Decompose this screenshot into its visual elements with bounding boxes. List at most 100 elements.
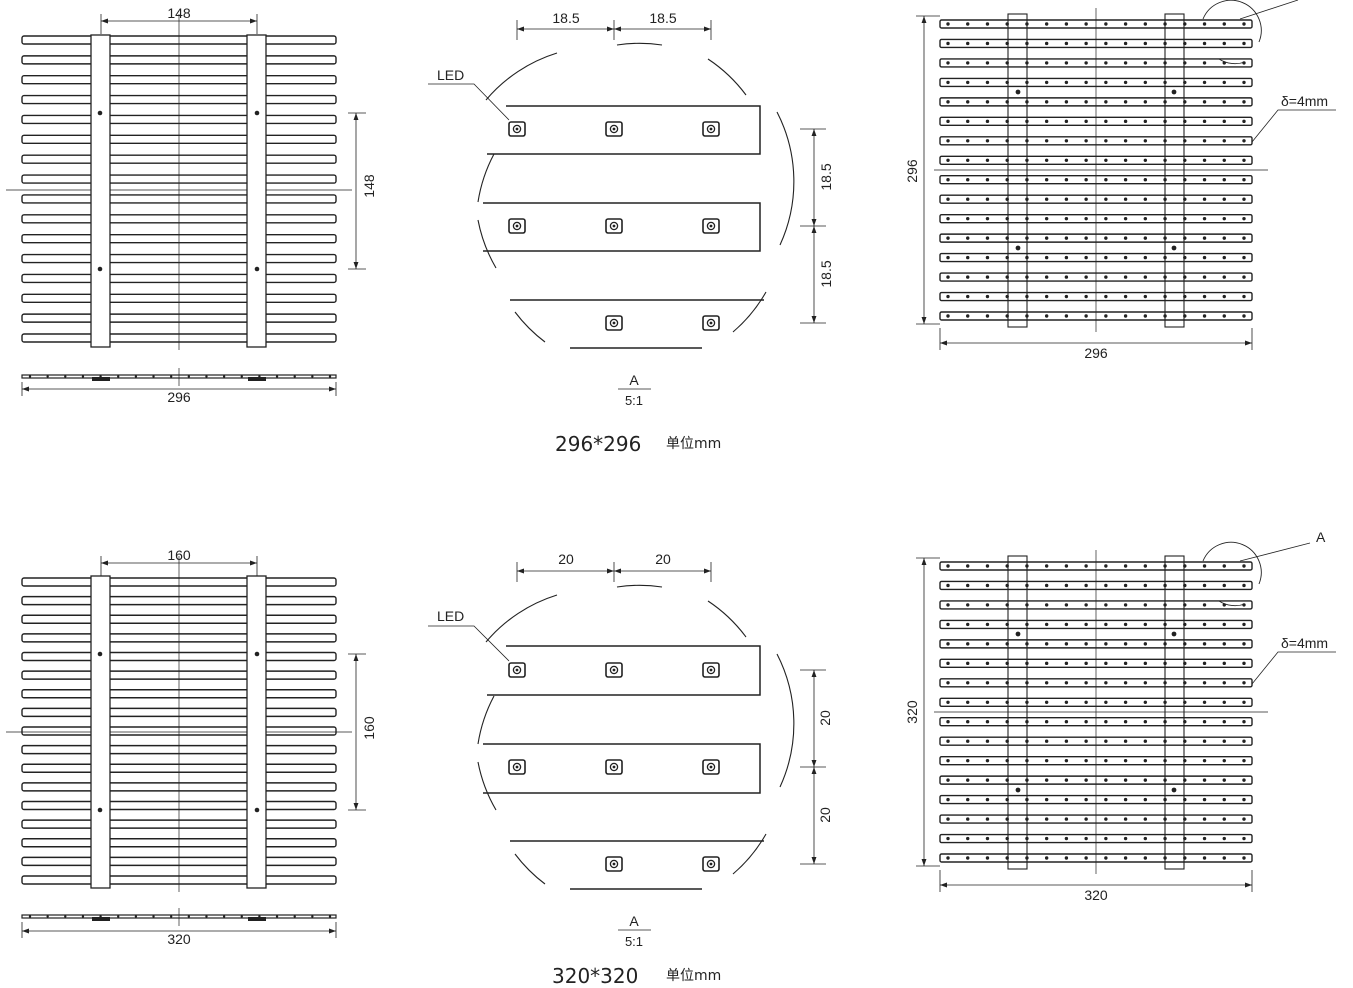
led-dot [1202, 681, 1207, 685]
led-dot [1064, 778, 1069, 782]
led-dot [985, 22, 990, 26]
led-dot [946, 758, 950, 763]
led-dot [946, 119, 950, 124]
side-bracket [248, 917, 266, 921]
back-view: A δ=4mm 320 320 [904, 529, 1336, 903]
led-dot [1202, 700, 1207, 704]
led-dot [966, 681, 970, 685]
led-dot [1104, 178, 1108, 182]
led-dot [1084, 856, 1088, 860]
led-dot [1143, 564, 1148, 568]
led-dot [1123, 197, 1128, 201]
led-dot [966, 216, 970, 221]
led-dot [1123, 314, 1128, 318]
led-dot [946, 836, 950, 841]
led-dot [946, 681, 950, 685]
strip-outline [483, 743, 761, 794]
led-dot [966, 61, 970, 65]
led-dot [1064, 758, 1069, 763]
led-dot [985, 100, 990, 104]
led-dot [985, 41, 990, 46]
detail-circle-arc [485, 52, 558, 101]
led-dot [985, 158, 990, 162]
led-dot [1202, 797, 1207, 802]
side-bracket [248, 377, 266, 381]
led-dot [1123, 294, 1128, 299]
led-dot [1202, 139, 1207, 143]
bracket-spacing-label: 160 [167, 547, 191, 563]
pitch-y-label: 18.5 [818, 163, 834, 190]
mount-hole [1171, 631, 1177, 637]
led-dot [1064, 314, 1069, 318]
bracket-outline [1007, 555, 1028, 870]
led-dot [1222, 564, 1226, 568]
pitch-y-label: 20 [817, 710, 833, 726]
led-dot [1242, 642, 1246, 646]
led-dot [1242, 700, 1246, 704]
led-dot [1044, 720, 1049, 724]
led-dot [985, 583, 990, 588]
mount-hole [97, 266, 103, 272]
led-dot [1104, 856, 1108, 860]
led-dot [1143, 700, 1148, 704]
led-dot [1242, 139, 1246, 143]
led-dot [1242, 275, 1246, 279]
led-dot [946, 564, 950, 568]
led-dot [946, 642, 950, 646]
led-dot [1123, 564, 1128, 568]
led-dot [1104, 778, 1108, 782]
side-bracket [92, 917, 110, 921]
led-dot [946, 661, 950, 666]
led-dot [1123, 700, 1128, 704]
led-dot [1222, 797, 1226, 802]
led-dot [1143, 197, 1148, 201]
led-dot [1202, 158, 1207, 162]
led-dot [1044, 314, 1049, 318]
led-dot [1143, 41, 1148, 46]
led-dot [1202, 197, 1207, 201]
detail-circle-arc [776, 111, 795, 246]
detail-leader-line [1239, 542, 1311, 562]
led-dot [1222, 681, 1226, 685]
detail-circle-arc [477, 219, 497, 269]
led-dot [966, 856, 970, 860]
led-dot [1064, 836, 1069, 841]
thickness-leader-line [1251, 109, 1336, 143]
side-length-label: 320 [167, 931, 191, 947]
led-dot [1123, 661, 1128, 666]
led-dot [1104, 622, 1108, 627]
led-dot [1143, 758, 1148, 763]
led-dot [1222, 778, 1226, 782]
led-dot [1143, 622, 1148, 627]
led-dot [1084, 61, 1088, 65]
strip-outline [483, 202, 761, 252]
led-dot [1222, 661, 1226, 666]
led-dot [1104, 836, 1108, 841]
led-dot [966, 314, 970, 318]
led-dot [1104, 661, 1108, 666]
led-dot [1064, 856, 1069, 860]
led-dot [1143, 797, 1148, 802]
led-dot [1104, 61, 1108, 65]
led-dot [985, 817, 990, 821]
detail-marker-arc [1202, 541, 1262, 585]
led-dot [1044, 80, 1049, 85]
sheet-296: 148 148 296 [6, 0, 1336, 456]
detail-circle-arc [732, 833, 767, 875]
led-dot [966, 739, 970, 743]
led-dot [1202, 564, 1207, 568]
led-dot [1084, 197, 1088, 201]
led-dot [1084, 139, 1088, 143]
led-dot [1044, 603, 1049, 607]
led-dot [1202, 80, 1207, 85]
led-dot [966, 564, 970, 568]
led-dot [985, 314, 990, 318]
mount-hole [254, 110, 260, 116]
unit-caption: 单位mm [666, 436, 721, 452]
led-dot [1104, 758, 1108, 763]
led-dot [946, 100, 950, 104]
led-dot [966, 119, 970, 124]
led-dot [946, 603, 950, 607]
side-led [311, 915, 314, 918]
led-dot [985, 642, 990, 646]
